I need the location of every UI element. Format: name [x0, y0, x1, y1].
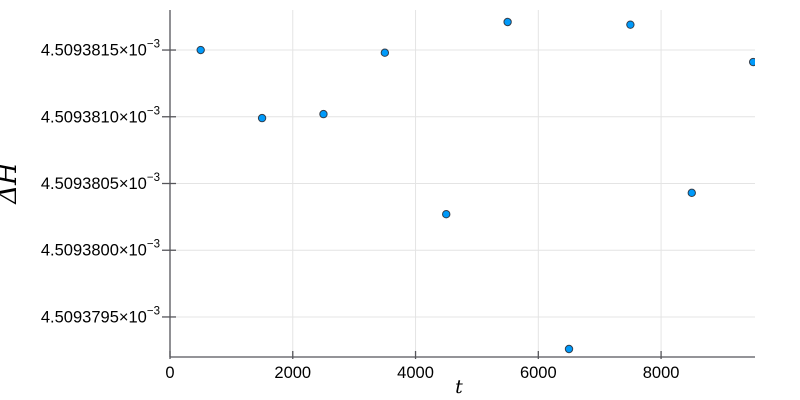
- axis-layer: [162, 10, 755, 359]
- data-point: [257, 113, 267, 123]
- x-axis-label: t: [455, 376, 463, 398]
- data-point: [626, 20, 635, 29]
- data-point: [503, 17, 512, 27]
- data-point: [196, 45, 205, 55]
- data-point: [687, 188, 696, 198]
- data-points-layer: [196, 17, 755, 354]
- y-tick-label: 4.5093810×10−3: [41, 105, 160, 126]
- y-tick-label: 4.5093795×10−3: [41, 305, 160, 326]
- tick-label-layer: 0 2000 4000 6000 8000 4.5093815×10−3 4.5093810…: [41, 39, 680, 382]
- y-tick-label: 4.5093800×10−3: [41, 239, 160, 260]
- x-tick-label: 6000: [520, 364, 557, 382]
- x-tick-label: 0: [165, 364, 174, 382]
- x-tick-label: 2000: [274, 364, 311, 382]
- y-tick-label: 4.5093805×10−3: [41, 172, 160, 193]
- data-point: [380, 48, 390, 57]
- x-tick-label: 8000: [643, 364, 680, 382]
- data-point: [564, 344, 574, 354]
- data-point: [442, 209, 451, 219]
- data-point: [748, 57, 755, 67]
- x-tick-label: 4000: [397, 364, 434, 382]
- y-axis-label: ΔH: [0, 161, 23, 205]
- grid-layer: [169, 10, 755, 357]
- data-point: [319, 109, 328, 119]
- y-tick-label: 4.5093815×10−3: [41, 39, 160, 60]
